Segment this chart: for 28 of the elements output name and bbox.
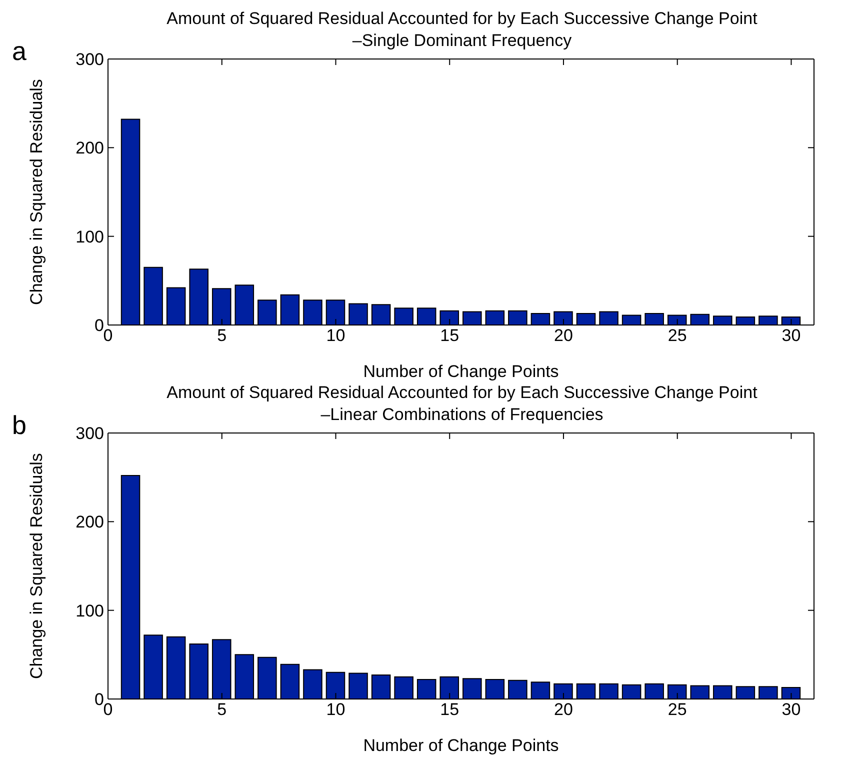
y-tick-label: 200 — [76, 512, 104, 532]
x-tick-label: 5 — [217, 326, 227, 346]
y-axis-title: Change in Squared Residuals — [27, 453, 46, 679]
x-tick-label: 15 — [440, 700, 460, 720]
y-tick-label: 200 — [76, 138, 104, 158]
x-tick-label: 30 — [782, 700, 801, 720]
chart-title: Amount of Squared Residual Accounted for by Each Successive Change Point — [166, 382, 758, 404]
x-tick-label: 15 — [440, 326, 460, 346]
x-tick-label: 10 — [326, 326, 346, 346]
x-tick-label: 10 — [326, 700, 346, 720]
x-axis-title: Number of Change Points — [363, 736, 559, 755]
text: b — [12, 410, 26, 441]
x-tick-label: 30 — [782, 326, 801, 346]
y-tick-label: 300 — [76, 50, 104, 70]
y-tick-label: 100 — [76, 601, 104, 620]
x-tick-label: 5 — [217, 700, 227, 720]
x-tick-label: 20 — [554, 700, 573, 720]
text: a — [12, 36, 26, 67]
y-axis-title: Change in Squared Residuals — [27, 79, 46, 305]
x-tick-label: 25 — [668, 326, 687, 346]
x-tick-label: 20 — [554, 326, 573, 346]
y-tick-label: 300 — [76, 424, 104, 444]
y-tick-label: 100 — [76, 227, 104, 246]
chart-subtitle: –Single Dominant Frequency — [351, 30, 573, 52]
chart-subtitle: –Linear Combinations of Frequencies — [320, 404, 604, 426]
x-axis-title: Number of Change Points — [363, 362, 559, 381]
x-tick-label: 25 — [668, 700, 687, 720]
chart-title: Amount of Squared Residual Accounted for by Each Successive Change Point — [166, 8, 758, 30]
